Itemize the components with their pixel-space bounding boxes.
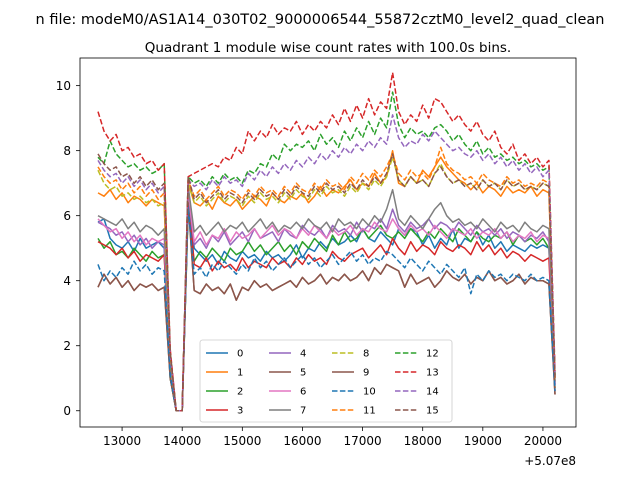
legend-label-4: 4 [300,349,306,360]
y-tick-label: 10 [56,79,71,93]
legend-box [199,339,453,423]
legend-label-11: 11 [363,406,376,417]
legend-label-14: 14 [426,387,439,398]
legend-label-8: 8 [363,349,369,360]
x-tick-label: 20000 [524,434,562,448]
legend-label-10: 10 [363,387,376,398]
x-offset-label: +5.07e8 [524,454,576,468]
y-tick-label: 4 [63,274,71,288]
legend-label-5: 5 [300,368,306,379]
axes-layer: 13000 14000 15000 16000 17000 18000 19000 20000… [56,57,577,448]
series-line-14 [97,114,556,412]
legend-label-6: 6 [300,387,306,398]
legend-label-0: 0 [237,349,243,360]
series-line-15 [97,153,556,412]
x-tick-label: 19000 [464,434,502,448]
figure-suptitle: n file: modeM0/AS1A14_030T02_9000006544_… [36,12,605,28]
x-tick-label: 14000 [163,434,201,448]
series-line-12 [97,91,556,412]
x-tick-label: 16000 [283,434,321,448]
plot-frame [79,57,577,428]
y-tick-label: 6 [63,209,71,223]
legend-label-7: 7 [300,406,306,417]
x-tick-label: 13000 [103,434,141,448]
legend-label-12: 12 [426,349,439,360]
y-tick-label: 2 [63,339,71,353]
y-tick-label: 8 [63,144,71,158]
chart-title: Quadrant 1 module wise count rates with … [145,40,511,56]
legend-label-13: 13 [426,368,439,379]
legend-label-9: 9 [363,368,369,379]
x-tick-label: 17000 [343,434,381,448]
x-tick-label: 15000 [223,434,261,448]
legend-label-2: 2 [237,387,243,398]
legend-label-15: 15 [426,406,439,417]
x-tick-label: 18000 [404,434,442,448]
legend-label-1: 1 [237,368,243,379]
series-layer [97,71,556,412]
legend-label-3: 3 [237,406,243,417]
y-tick-label: 0 [63,404,71,418]
